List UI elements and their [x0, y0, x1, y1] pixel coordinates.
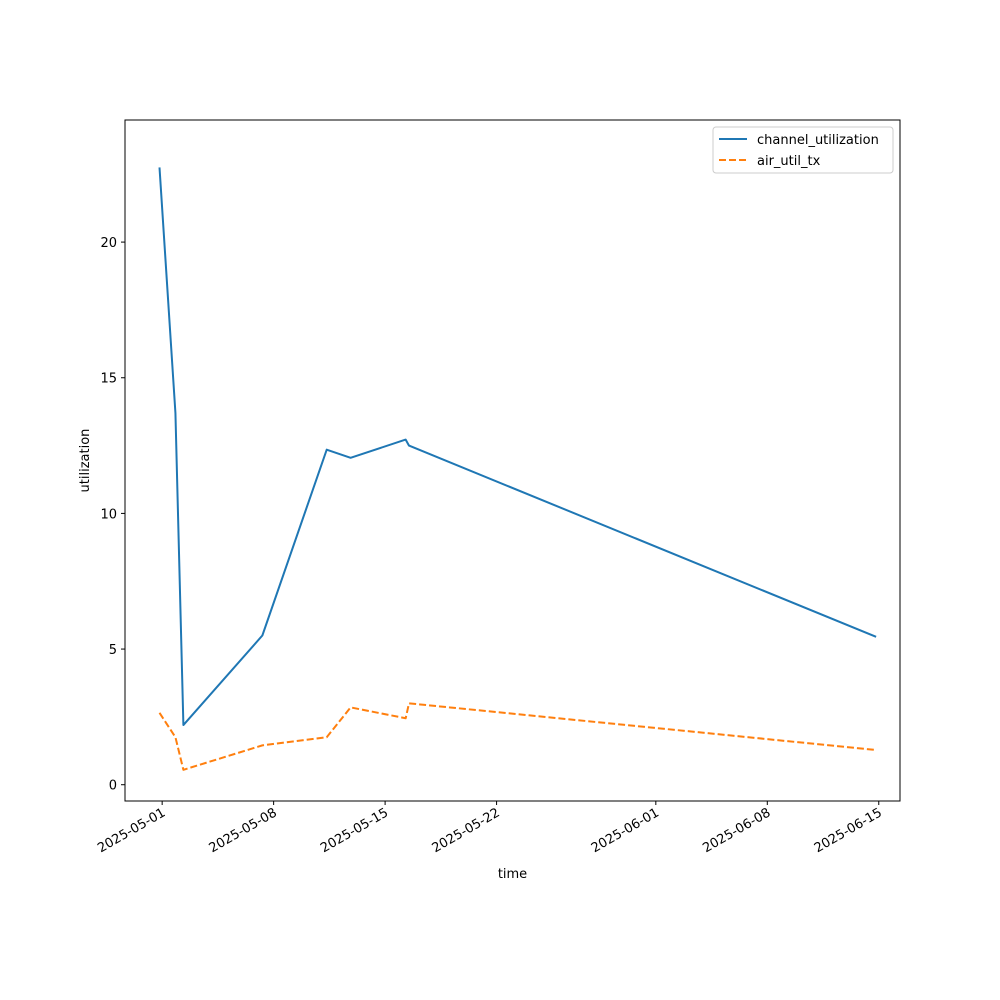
legend: channel_utilization air_util_tx	[712, 126, 894, 174]
legend-label-air-util-tx: air_util_tx	[757, 154, 821, 169]
series-line-channel-utilization	[158, 167, 877, 727]
x-axis-label: time	[498, 867, 527, 882]
y-tick-label: 0	[109, 779, 117, 794]
plot-area	[124, 119, 901, 802]
series-layer	[158, 167, 877, 771]
series-line-air-util-tx	[158, 702, 877, 771]
y-tick-label: 15	[100, 372, 117, 387]
y-axis: 0 5 10 15 20	[100, 236, 125, 794]
y-tick-label: 20	[100, 236, 117, 251]
y-axis-label: utilization	[78, 429, 93, 493]
legend-label-channel-utilization: channel_utilization	[757, 133, 879, 148]
legend-box	[712, 126, 894, 174]
y-tick-label: 10	[100, 507, 117, 522]
plot-frame	[124, 119, 901, 802]
y-tick-label: 5	[109, 643, 117, 658]
